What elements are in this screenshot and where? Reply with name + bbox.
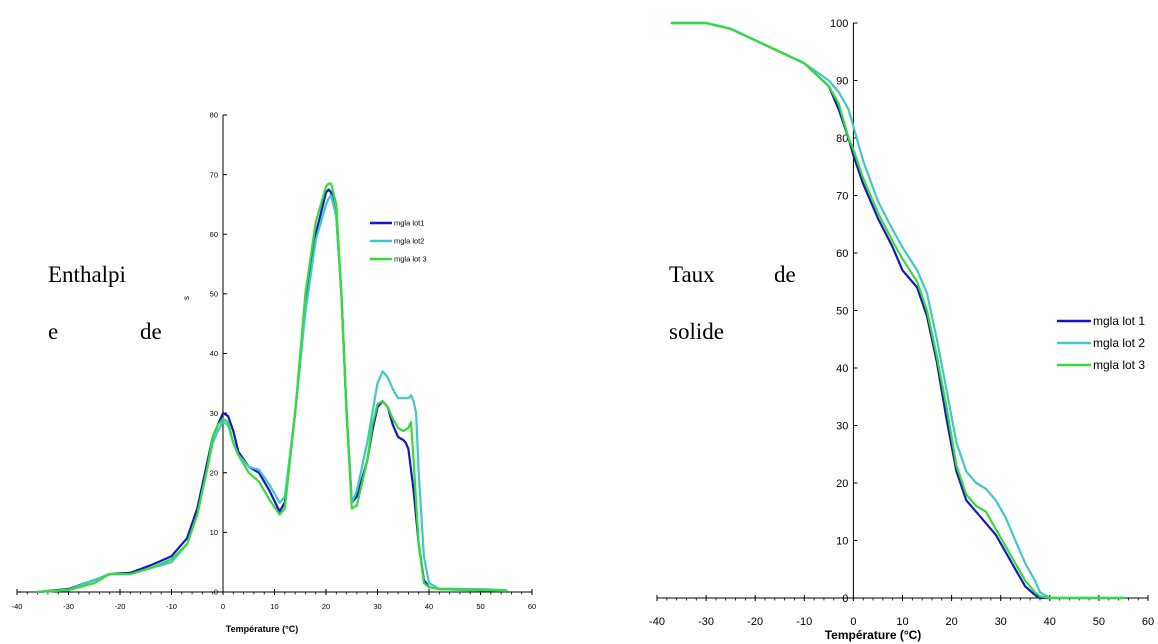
x-tick-label: -40 <box>12 602 23 611</box>
y-tick-label: 60 <box>836 248 848 260</box>
series-line-2 <box>670 21 1125 600</box>
right-label-line2: solide <box>669 319 724 344</box>
y-tick-label: 80 <box>836 133 848 145</box>
x-tick-label: -20 <box>115 602 126 611</box>
y-tick-label: 30 <box>210 409 218 418</box>
y-tick-label: 30 <box>836 420 848 432</box>
x-tick-label: 60 <box>1142 616 1154 628</box>
legend-label-1: mgla lot 1 <box>1093 314 1145 328</box>
x-axis-label: Température (°C) <box>825 628 922 642</box>
legend-label-3: mgla lot 3 <box>1093 358 1145 372</box>
y-tick-label: 50 <box>210 290 218 299</box>
y-tick-label: 100 <box>830 18 848 30</box>
y-axis-label-remnant: s <box>182 296 191 300</box>
legend-label-3: mgla lot 3 <box>394 255 427 264</box>
y-tick-label: 50 <box>836 305 848 317</box>
y-tick-label: 10 <box>836 535 848 547</box>
left-label-line2a: e <box>48 319 59 344</box>
x-tick-label: 50 <box>476 602 484 611</box>
series-line-3 <box>36 182 508 594</box>
x-tick-label: -20 <box>747 616 763 628</box>
left-label-line1: Enthalpi <box>48 262 126 287</box>
series-line-1 <box>670 21 1125 600</box>
y-tick-label: 80 <box>210 111 218 120</box>
x-axis-label: Température (°C) <box>226 624 298 634</box>
y-tick-label: 0 <box>214 588 218 597</box>
x-tick-label: -30 <box>698 616 714 628</box>
x-tick-label: 40 <box>425 602 433 611</box>
x-tick-label: 20 <box>322 602 330 611</box>
x-tick-label: 60 <box>528 602 536 611</box>
legend-label-1: mgla lot1 <box>394 219 424 228</box>
y-tick-label: 60 <box>210 230 218 239</box>
y-tick-label: 40 <box>210 349 218 358</box>
x-tick-label: 10 <box>270 602 278 611</box>
right-label-line1a: Taux <box>669 262 715 287</box>
y-tick-label: 20 <box>210 468 218 477</box>
right-label-line1b: de <box>774 262 796 287</box>
solid-fraction-chart: -40 -30 -20 -10 0 10 20 30 40 50 60 0 10 20 30 40 50 60 70… <box>649 18 1154 642</box>
x-tick-label: 0 <box>850 616 856 628</box>
x-tick-label: -10 <box>166 602 177 611</box>
y-tick-label: 20 <box>836 478 848 490</box>
x-tick-label: 10 <box>896 616 908 628</box>
y-tick-label: 90 <box>836 75 848 87</box>
legend-label-2: mgla lot 2 <box>1093 336 1145 350</box>
y-tick-label: 40 <box>836 363 848 375</box>
series-line-2 <box>36 194 508 594</box>
y-tick-label: 0 <box>842 593 848 605</box>
y-tick-label: 70 <box>210 170 218 179</box>
x-tick-label: 30 <box>373 602 381 611</box>
x-tick-label: 50 <box>1093 616 1105 628</box>
x-tick-label: -40 <box>649 616 665 628</box>
x-tick-label: 40 <box>1044 616 1056 628</box>
series-line-3 <box>670 21 1125 600</box>
y-tick-label: 10 <box>210 528 218 537</box>
legend-label-2: mgla lot2 <box>394 237 424 246</box>
x-tick-label: -30 <box>63 602 74 611</box>
left-label-line2b: de <box>140 319 162 344</box>
y-tick-label: 70 <box>836 190 848 202</box>
x-tick-label: 20 <box>945 616 957 628</box>
x-tick-label: -10 <box>796 616 812 628</box>
enthalpy-chart: -40 -30 -20 -10 0 10 20 30 40 50 60 0 10 20 30 40 50 60 70… <box>12 111 537 634</box>
x-tick-label: 30 <box>995 616 1007 628</box>
series-line-1 <box>36 188 508 594</box>
x-tick-label: 0 <box>221 602 225 611</box>
